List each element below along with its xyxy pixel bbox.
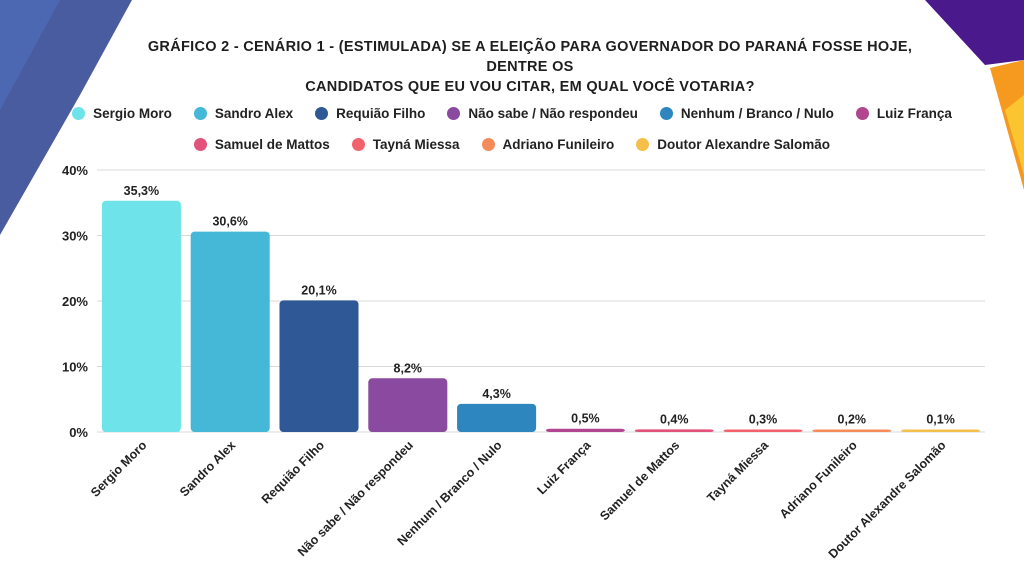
bar bbox=[279, 300, 359, 432]
legend-label: Samuel de Mattos bbox=[214, 137, 330, 152]
legend-swatch bbox=[659, 107, 673, 120]
legend-label: Doutor Alexandre Salomão bbox=[657, 137, 831, 152]
y-tick-label: 30% bbox=[62, 229, 88, 244]
legend-label: Sergio Moro bbox=[93, 106, 172, 121]
data-label: 0,1% bbox=[926, 413, 955, 427]
legend-item: Doutor Alexandre Salomão bbox=[636, 137, 830, 152]
legend-label: Luiz França bbox=[876, 106, 952, 121]
legend-swatch bbox=[481, 138, 495, 151]
chart-title-line-2: CANDIDATOS QUE EU VOU CITAR, EM QUAL VOC… bbox=[305, 79, 755, 95]
y-tick-label: 40% bbox=[62, 163, 88, 178]
top-left-decoration bbox=[0, 0, 132, 235]
y-tick-label: 10% bbox=[62, 360, 88, 375]
chart-title-line-1: GRÁFICO 2 - CENÁRIO 1 - (ESTIMULADA) SE … bbox=[147, 39, 913, 75]
x-tick-label: Sergio Moro bbox=[88, 438, 150, 500]
legend-label: Tayná Miessa bbox=[372, 137, 460, 152]
legend-label: Não sabe / Não respondeu bbox=[468, 106, 638, 121]
y-tick-label: 0% bbox=[69, 425, 88, 440]
bar bbox=[901, 429, 981, 432]
legend-row: Samuel de Mattos Tayná Miessa Adriano Funi… bbox=[0, 137, 1024, 152]
bar bbox=[457, 403, 537, 432]
legend-swatch bbox=[855, 107, 869, 120]
x-tick-label: Sandro Alex bbox=[177, 438, 238, 499]
x-tick-label: Samuel de Mattos bbox=[597, 438, 682, 523]
top-left-decoration-light bbox=[0, 0, 60, 110]
x-tick-label: Luiz França bbox=[535, 437, 595, 497]
data-label: 0,3% bbox=[749, 413, 778, 427]
data-label: 8,2% bbox=[394, 361, 423, 375]
data-label: 35,3% bbox=[124, 184, 159, 198]
x-tick-label: Adriano Funileiro bbox=[777, 438, 860, 521]
bar bbox=[545, 428, 625, 432]
legend-item: Luiz França bbox=[855, 106, 952, 121]
bar bbox=[634, 429, 714, 432]
legend-swatch bbox=[636, 138, 650, 151]
legend-label: Nenhum / Branco / Nulo bbox=[680, 106, 834, 121]
top-right-yellow-decoration bbox=[1005, 95, 1024, 175]
legend-label: Sandro Alex bbox=[214, 106, 294, 121]
bar bbox=[368, 378, 448, 432]
legend-item: Tayná Miessa bbox=[351, 137, 460, 152]
legend-row: Sergio Moro Sandro Alex Requião Filho Não s… bbox=[0, 106, 1024, 121]
data-label: 0,4% bbox=[660, 412, 689, 426]
data-label: 4,3% bbox=[482, 387, 511, 401]
legend-swatch bbox=[193, 138, 207, 151]
chart-title: GRÁFICO 2 - CENÁRIO 1 - (ESTIMULADA) SE … bbox=[120, 37, 940, 97]
y-tick-label: 20% bbox=[62, 294, 88, 309]
bar bbox=[812, 429, 892, 432]
legend-swatch bbox=[447, 107, 461, 120]
legend-swatch bbox=[315, 107, 329, 120]
legend-item: Adriano Funileiro bbox=[481, 137, 615, 152]
bar bbox=[190, 231, 270, 432]
bar bbox=[723, 429, 803, 432]
legend-item: Requião Filho bbox=[315, 106, 425, 121]
data-label: 0,5% bbox=[571, 412, 600, 426]
legend-item: Sandro Alex bbox=[193, 106, 294, 121]
legend-swatch bbox=[351, 138, 365, 151]
x-tick-label: Tayná Miessa bbox=[704, 437, 771, 504]
legend-label: Requião Filho bbox=[336, 106, 426, 121]
legend-item: Sergio Moro bbox=[72, 106, 172, 121]
legend-item: Samuel de Mattos bbox=[193, 137, 330, 152]
data-label: 0,2% bbox=[838, 413, 867, 427]
legend-item: Nenhum / Branco / Nulo bbox=[659, 106, 834, 121]
legend-label: Adriano Funileiro bbox=[502, 137, 615, 152]
data-label: 30,6% bbox=[212, 215, 247, 229]
x-tick-label: Nenhum / Branco / Nulo bbox=[395, 438, 505, 548]
legend-item: Não sabe / Não respondeu bbox=[447, 106, 638, 121]
top-right-orange-decoration bbox=[990, 60, 1024, 190]
legend-swatch bbox=[72, 107, 86, 120]
data-label: 20,1% bbox=[301, 283, 336, 297]
legend-swatch bbox=[193, 107, 207, 120]
bar bbox=[101, 200, 181, 432]
top-right-purple-decoration bbox=[925, 0, 1024, 65]
x-tick-label: Requião Filho bbox=[259, 438, 328, 507]
